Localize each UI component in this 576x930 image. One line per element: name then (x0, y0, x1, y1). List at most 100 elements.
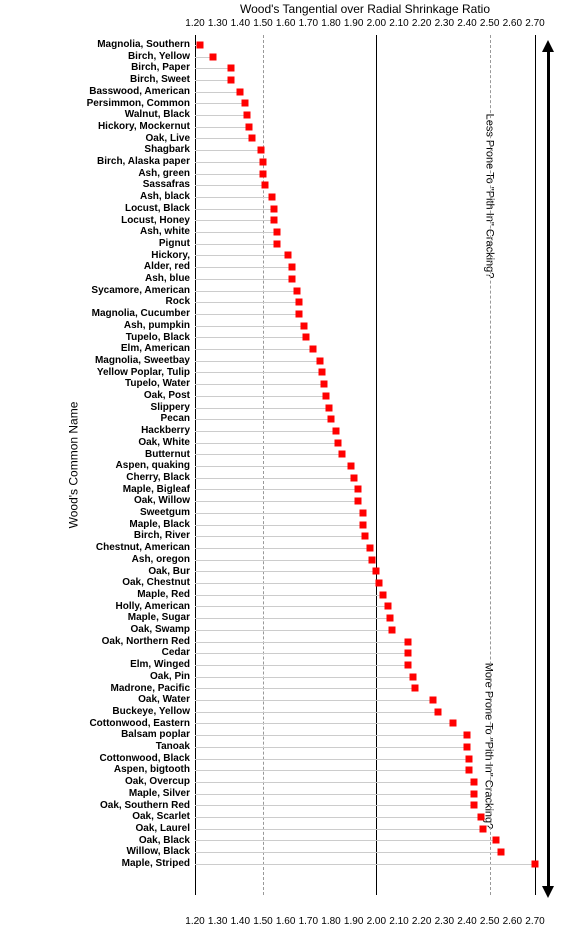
row-gridline (195, 396, 326, 397)
data-row (195, 764, 535, 776)
data-marker (373, 568, 380, 575)
row-gridline (195, 770, 469, 771)
row-gridline (195, 361, 320, 362)
data-marker (386, 615, 393, 622)
wood-label: Sassafras (143, 179, 190, 191)
data-row (195, 542, 535, 554)
wood-label: Oak, White (138, 437, 190, 449)
data-row (195, 800, 535, 812)
y-axis-label: Wood's Common Name (66, 402, 80, 529)
wood-label: Magnolia, Sweetbay (95, 355, 190, 367)
x-tick-bottom: 1.90 (344, 916, 363, 927)
data-marker (271, 205, 278, 212)
row-gridline (195, 665, 408, 666)
x-tick-bottom: 1.30 (208, 916, 227, 927)
data-row (195, 191, 535, 203)
wood-label: Maple, Silver (129, 788, 190, 800)
data-marker (262, 182, 269, 189)
wood-label: Sweetgum (140, 507, 190, 519)
data-marker (405, 638, 412, 645)
wood-label: Pecan (161, 413, 190, 425)
data-row (195, 835, 535, 847)
row-gridline (195, 747, 467, 748)
wood-label: Cedar (162, 647, 190, 659)
x-tick-bottom: 1.40 (231, 916, 250, 927)
data-marker (241, 100, 248, 107)
data-row (195, 612, 535, 624)
wood-label: Maple, Red (137, 589, 190, 601)
wood-label: Hickory, Mockernut (98, 121, 190, 133)
wood-label: Walnut, Black (125, 109, 190, 121)
data-row (195, 425, 535, 437)
wood-label: Buckeye, Yellow (112, 706, 190, 718)
row-gridline (195, 80, 231, 81)
data-row (195, 601, 535, 613)
row-gridline (195, 536, 365, 537)
wood-label: Balsam poplar (121, 729, 190, 741)
data-row (195, 273, 535, 285)
data-row (195, 460, 535, 472)
row-gridline (195, 501, 358, 502)
data-marker (334, 439, 341, 446)
data-row (195, 683, 535, 695)
data-marker (289, 275, 296, 282)
data-marker (366, 544, 373, 551)
data-row (195, 261, 535, 273)
row-gridline (195, 548, 370, 549)
row-gridline (195, 794, 474, 795)
data-row (195, 402, 535, 414)
data-row (195, 636, 535, 648)
wood-label: Hickory, (151, 250, 190, 262)
wood-label: Oak, Scarlet (132, 811, 190, 823)
wood-label: Ash, white (140, 226, 190, 238)
data-row (195, 577, 535, 589)
data-marker (296, 299, 303, 306)
wood-label: Rock (166, 296, 190, 308)
row-gridline (195, 103, 245, 104)
data-row (195, 133, 535, 145)
chart-container: Wood's Tangential over Radial Shrinkage … (0, 0, 576, 930)
data-marker (323, 392, 330, 399)
data-row (195, 858, 535, 870)
wood-label: Basswood, American (89, 86, 190, 98)
wood-label: Hackberry (141, 425, 190, 437)
data-row (195, 519, 535, 531)
data-marker (470, 802, 477, 809)
row-gridline (195, 642, 408, 643)
data-marker (466, 767, 473, 774)
data-marker (300, 322, 307, 329)
data-row (195, 484, 535, 496)
data-row (195, 507, 535, 519)
data-row (195, 811, 535, 823)
x-tick-bottom: 2.20 (412, 916, 431, 927)
row-gridline (195, 864, 535, 865)
data-marker (464, 732, 471, 739)
data-row (195, 355, 535, 367)
row-gridline (195, 759, 469, 760)
data-marker (321, 381, 328, 388)
wood-label: Willow, Black (127, 846, 190, 858)
data-row (195, 741, 535, 753)
data-marker (246, 123, 253, 130)
data-marker (289, 264, 296, 271)
data-marker (464, 743, 471, 750)
row-gridline (195, 700, 433, 701)
x-tick-top: 1.70 (299, 18, 318, 29)
data-row (195, 390, 535, 402)
data-row (195, 753, 535, 765)
x-tick-top: 2.40 (457, 18, 476, 29)
data-row (195, 215, 535, 227)
data-marker (237, 88, 244, 95)
wood-label: Tanoak (156, 741, 190, 753)
wood-label: Aspen, quaking (116, 460, 190, 472)
row-gridline (195, 688, 415, 689)
data-marker (498, 849, 505, 856)
chart-title: Wood's Tangential over Radial Shrinkage … (195, 2, 535, 16)
data-marker (359, 521, 366, 528)
wood-label: Locust, Honey (121, 215, 190, 227)
data-marker (328, 416, 335, 423)
data-row (195, 846, 535, 858)
row-gridline (195, 220, 274, 221)
data-marker (210, 53, 217, 60)
row-gridline (195, 302, 299, 303)
